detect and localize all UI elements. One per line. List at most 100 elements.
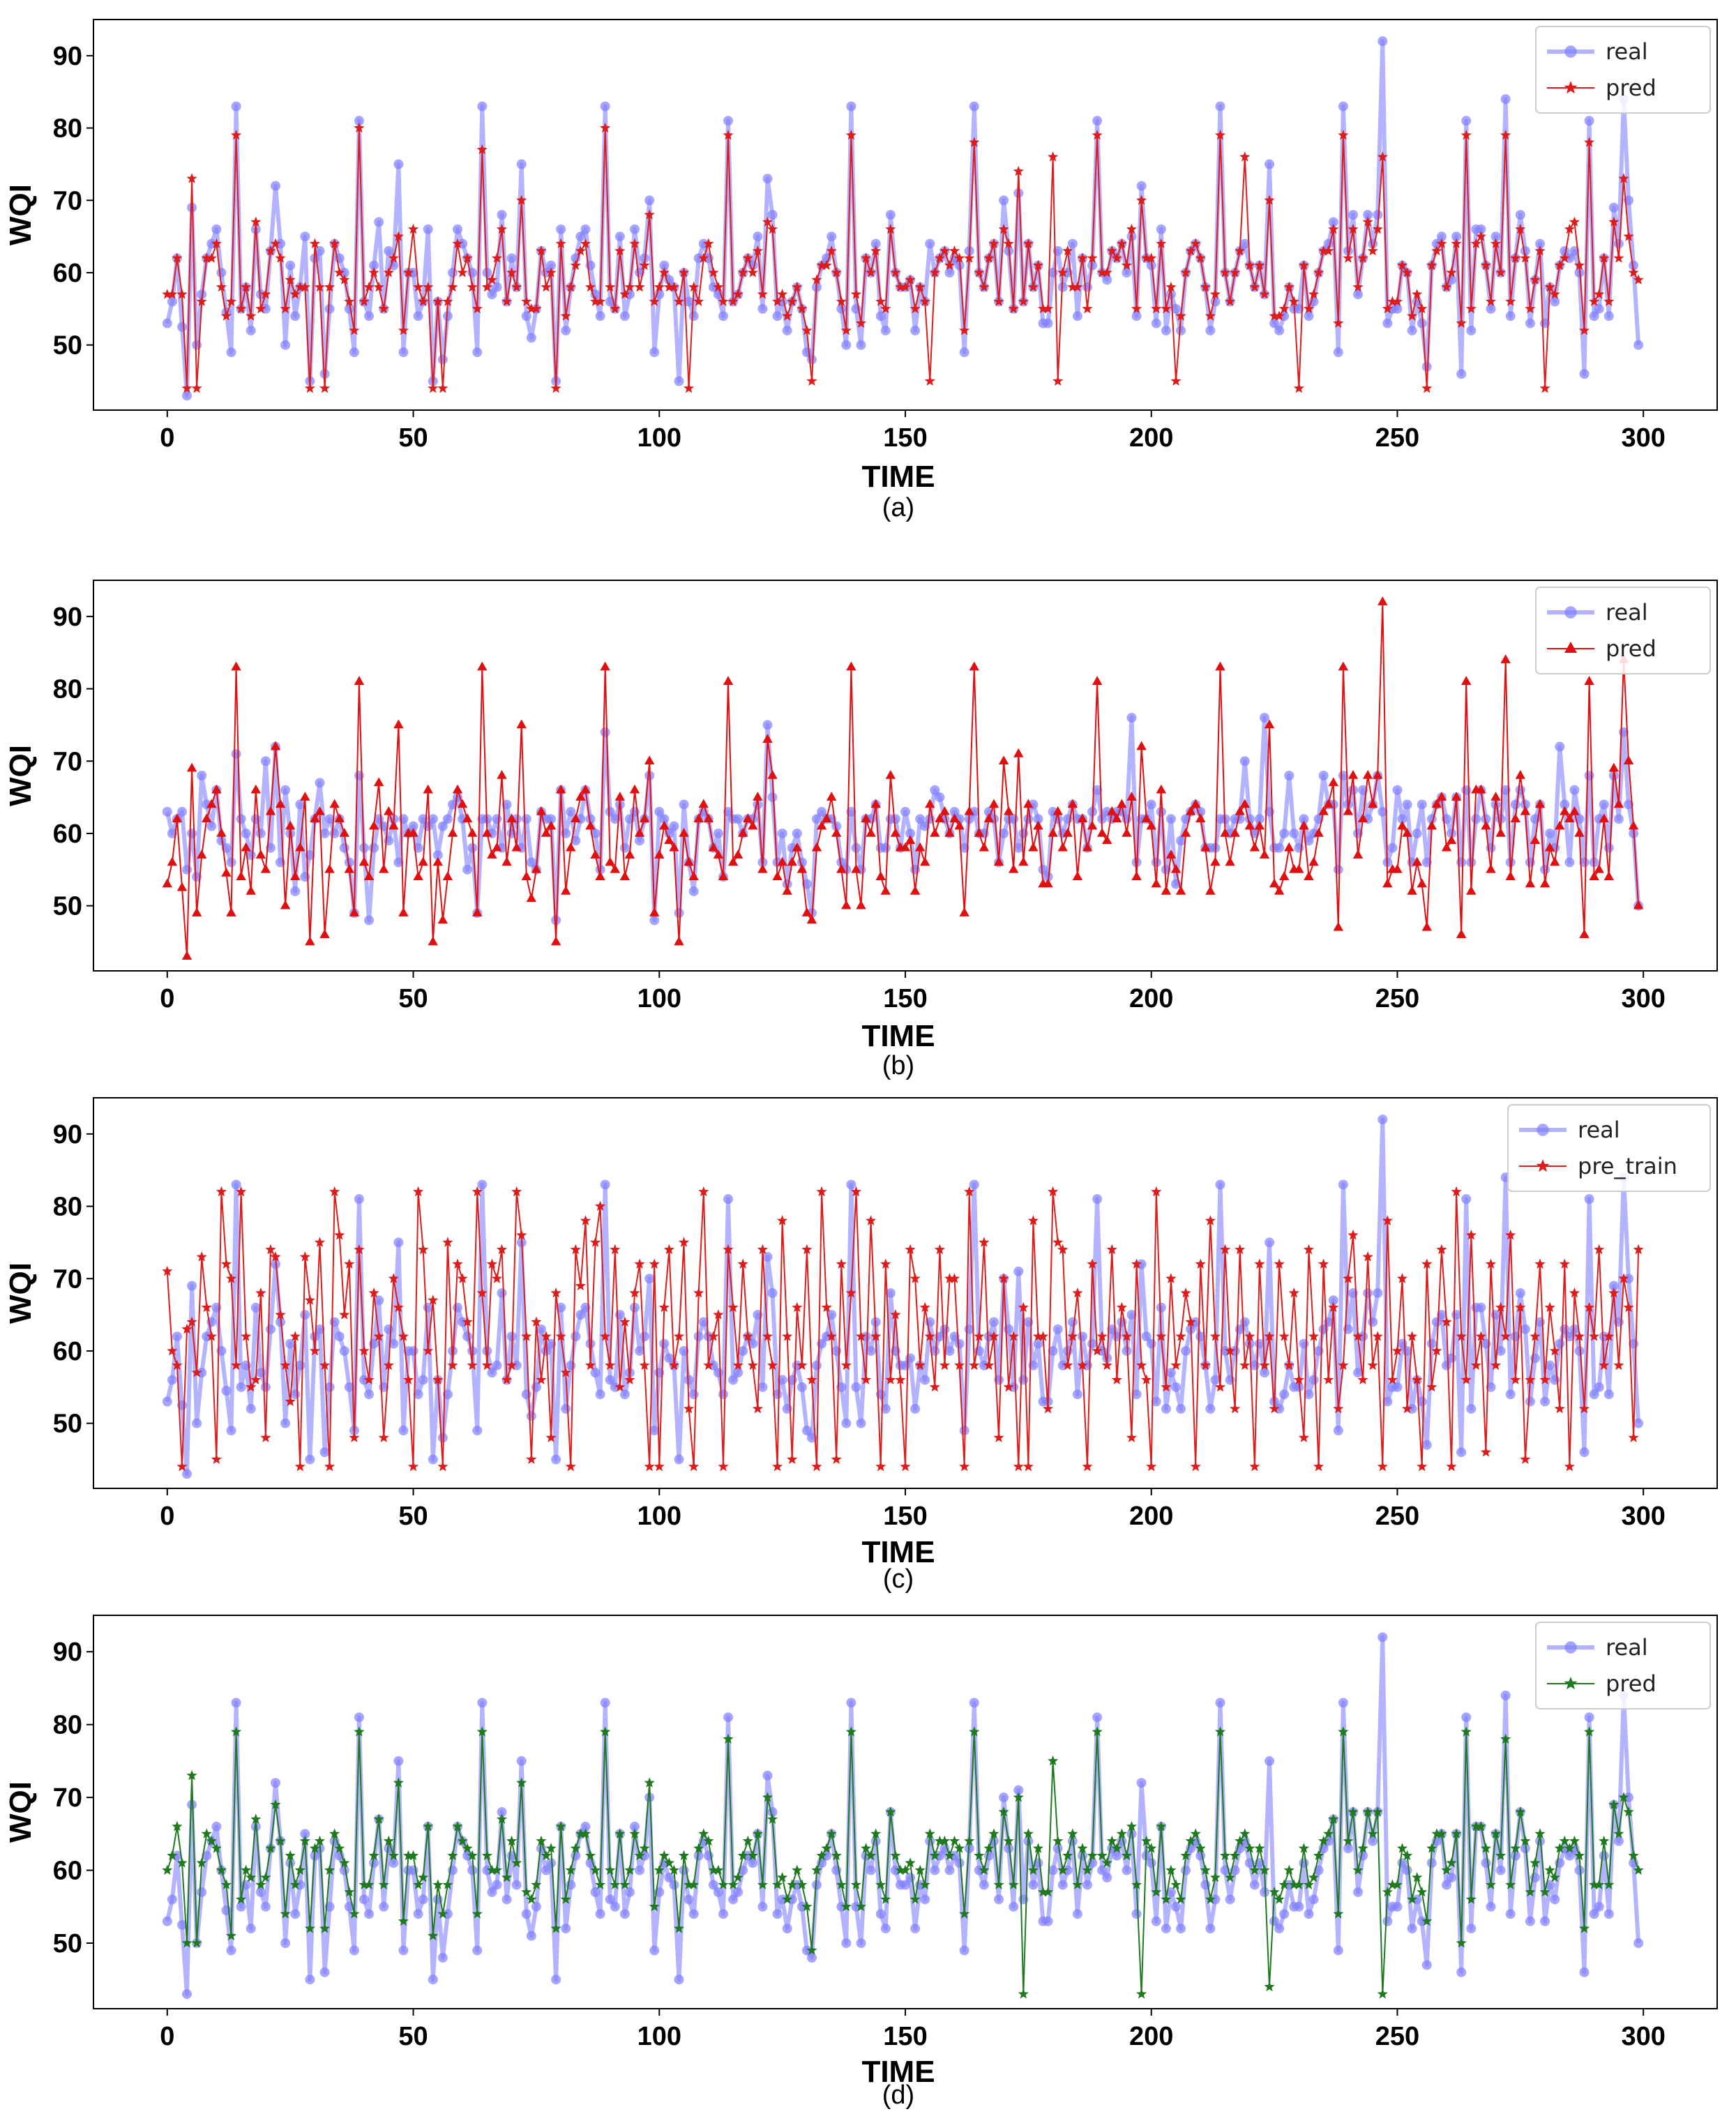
data-point-pred <box>998 1806 1009 1817</box>
data-point-pred <box>1367 245 1378 256</box>
data-point-pred <box>718 296 729 306</box>
data-point-pred <box>191 382 202 393</box>
data-point-pred <box>1412 856 1422 866</box>
data-point-real <box>1249 1880 1260 1890</box>
data-point-pred <box>1264 1331 1275 1341</box>
data-point-pred <box>452 1258 463 1269</box>
data-point-pred <box>167 1850 178 1861</box>
data-point-real <box>393 857 404 868</box>
data-point-pred <box>703 1359 714 1371</box>
data-point-real <box>1353 1887 1364 1897</box>
data-point-pred <box>1032 1331 1044 1341</box>
data-point-pred <box>462 252 473 263</box>
data-point-real <box>1072 1389 1082 1400</box>
data-point-pred <box>840 1359 852 1371</box>
legend-label: pre_train <box>1578 1153 1677 1179</box>
data-point-real <box>969 1698 979 1708</box>
data-point-pred <box>1407 1331 1418 1341</box>
data-point-pred <box>294 1460 305 1472</box>
data-point-real <box>432 850 443 861</box>
panel-caption: (b) <box>882 1051 914 1080</box>
data-point-pred <box>1417 1886 1428 1897</box>
data-point-pred <box>1087 1850 1098 1861</box>
data-point-pred <box>772 296 783 306</box>
data-point-pred <box>1465 1894 1477 1904</box>
data-point-real <box>1146 799 1156 810</box>
data-point-pred <box>767 223 778 234</box>
data-point-real <box>1421 1440 1432 1450</box>
data-point-pred <box>384 806 394 815</box>
data-point-pred <box>575 245 586 256</box>
data-point-pred <box>919 1301 930 1313</box>
data-point-pred <box>713 281 724 292</box>
x-tick-label: 200 <box>1129 984 1173 1013</box>
data-point-pred <box>614 245 626 256</box>
data-point-real <box>1579 857 1590 868</box>
data-point-real <box>379 1901 389 1912</box>
data-point-real <box>684 1894 694 1905</box>
data-point-real <box>1515 1288 1525 1298</box>
data-point-pred <box>1239 1828 1251 1839</box>
data-point-pred <box>1402 267 1413 278</box>
data-point-pred <box>265 806 276 815</box>
data-point-pred <box>998 223 1009 234</box>
data-point-pred <box>280 900 291 909</box>
data-point-real <box>364 311 375 322</box>
data-point-pred <box>1136 741 1147 750</box>
data-point-real <box>1279 1389 1290 1400</box>
x-axis-title: TIME <box>861 2055 935 2089</box>
data-point-pred <box>1308 1872 1320 1882</box>
data-point-real <box>1515 785 1525 795</box>
data-point-real <box>669 821 679 831</box>
data-point-pred <box>1485 1258 1497 1269</box>
data-point-pred <box>634 281 645 292</box>
data-point-pred <box>1510 813 1520 823</box>
data-point-real <box>1210 1375 1221 1385</box>
data-point-pred <box>1264 719 1275 729</box>
data-point-real <box>1043 872 1053 882</box>
data-point-pred <box>550 1288 561 1298</box>
data-point-real <box>280 340 291 350</box>
y-tick-label: 50 <box>53 331 82 361</box>
data-point-pred <box>974 1331 985 1341</box>
data-point-real <box>497 1288 507 1298</box>
data-point-real <box>1299 814 1309 824</box>
data-point-pred <box>1407 1894 1418 1904</box>
data-point-pred <box>471 303 483 314</box>
data-point-pred <box>363 1879 375 1889</box>
data-point-pred <box>1589 1879 1600 1889</box>
data-point-pred <box>634 1258 645 1269</box>
data-point-pred <box>501 296 513 306</box>
data-point-real <box>566 1360 576 1371</box>
data-point-pred <box>1441 281 1452 292</box>
data-point-real <box>1205 1924 1216 1934</box>
data-point-pred <box>1141 1835 1152 1846</box>
data-point-pred <box>1608 216 1620 227</box>
data-point-pred <box>836 1879 847 1889</box>
data-point-real <box>231 1179 241 1190</box>
data-point-real <box>290 886 301 896</box>
data-point-pred <box>920 856 930 866</box>
data-point-real <box>187 1799 197 1810</box>
data-point-real <box>920 1375 930 1385</box>
data-point-pred <box>1451 238 1462 248</box>
data-point-pred <box>487 850 497 859</box>
data-point-real <box>1505 1389 1516 1400</box>
data-point-pred <box>398 1915 409 1926</box>
data-point-pred <box>481 1850 492 1861</box>
data-point-real <box>772 1389 783 1400</box>
data-point-pred <box>668 1864 679 1875</box>
data-point-pred <box>1180 1288 1191 1298</box>
data-point-pred <box>624 1864 635 1875</box>
data-point-pred <box>929 1381 940 1392</box>
data-point-real <box>846 1179 856 1190</box>
data-point-pred <box>275 252 286 263</box>
data-point-pred <box>629 238 640 248</box>
data-point-pred <box>304 382 315 393</box>
data-point-pred <box>407 1460 419 1472</box>
data-point-pred <box>924 375 935 386</box>
data-point-pred <box>1456 1938 1467 1948</box>
data-point-real <box>526 857 536 868</box>
data-point-real <box>1265 1237 1275 1248</box>
data-point-real <box>467 1865 478 1875</box>
